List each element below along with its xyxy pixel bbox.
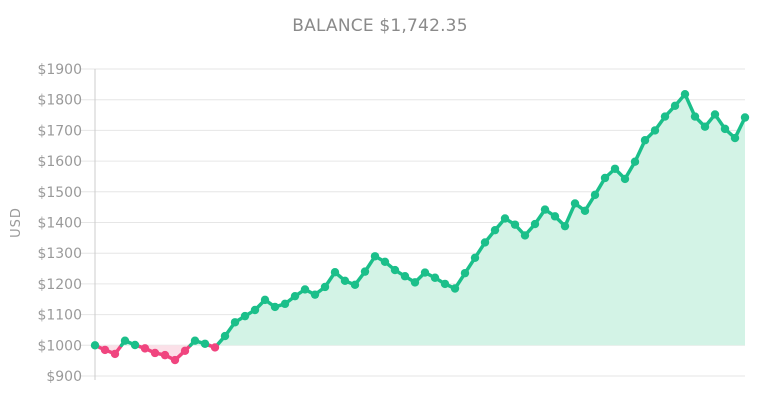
data-point — [660, 112, 670, 121]
data-point — [90, 341, 100, 350]
y-tick-label: $1300 — [37, 246, 82, 262]
data-point — [290, 291, 300, 301]
area-fill-above — [216, 94, 745, 346]
data-point — [650, 126, 660, 135]
y-tick-label: $1700 — [37, 123, 82, 139]
data-point — [240, 311, 250, 321]
data-point — [410, 278, 420, 287]
y-tick-label: $900 — [46, 369, 82, 385]
data-point — [280, 299, 290, 309]
data-point — [120, 336, 130, 345]
data-point — [440, 279, 450, 289]
data-point — [680, 89, 690, 99]
data-point — [500, 214, 510, 223]
data-point — [600, 173, 610, 183]
data-point — [400, 272, 410, 281]
data-point — [550, 212, 560, 221]
data-point — [150, 348, 160, 358]
data-point — [210, 343, 220, 352]
data-point — [580, 206, 590, 216]
data-point — [390, 265, 400, 275]
data-point — [710, 110, 720, 119]
data-point — [630, 157, 640, 166]
data-point — [230, 318, 240, 327]
data-point — [300, 285, 310, 294]
data-point — [160, 350, 170, 360]
data-point — [340, 276, 350, 286]
data-point — [380, 257, 390, 266]
data-point — [640, 136, 650, 145]
data-point — [310, 290, 320, 299]
series-line-below — [93, 343, 124, 356]
y-tick-label: $1400 — [37, 216, 82, 232]
y-tick-label: $1200 — [37, 277, 82, 293]
data-point — [200, 339, 210, 348]
data-point — [370, 252, 380, 261]
data-point — [350, 280, 360, 290]
data-point — [690, 112, 700, 121]
data-point — [510, 220, 520, 229]
data-point — [530, 219, 540, 229]
chart-title: BALANCE $1,742.35 — [292, 16, 468, 36]
data-point — [560, 221, 570, 231]
data-point — [110, 349, 120, 359]
y-tick-label: $1600 — [37, 154, 82, 170]
data-point — [460, 268, 470, 278]
data-point — [130, 340, 140, 350]
data-point — [260, 295, 270, 305]
data-point — [250, 305, 260, 315]
data-point — [320, 282, 330, 292]
data-point — [700, 122, 710, 131]
data-point — [540, 205, 550, 214]
data-point — [430, 273, 440, 282]
data-point — [620, 174, 630, 184]
data-point — [590, 190, 600, 200]
data-point — [490, 225, 500, 235]
data-point — [170, 355, 180, 365]
data-point — [180, 346, 190, 356]
y-tick-label: $1000 — [37, 338, 82, 354]
data-point — [520, 231, 530, 240]
data-point — [420, 268, 430, 277]
y-tick-label: $1100 — [37, 308, 82, 324]
data-point — [740, 113, 750, 122]
data-point — [360, 267, 370, 276]
data-point — [220, 331, 230, 341]
data-point — [720, 124, 730, 134]
data-point — [450, 284, 460, 293]
y-tick-label: $1800 — [37, 93, 82, 109]
y-tick-label: $1900 — [37, 62, 82, 78]
data-point — [190, 336, 200, 345]
data-point — [140, 344, 150, 353]
data-point — [480, 238, 490, 247]
data-point — [610, 164, 620, 173]
data-point — [670, 101, 680, 111]
y-axis-title: USD — [9, 207, 24, 238]
data-point — [730, 133, 740, 143]
data-point — [570, 199, 580, 208]
data-point — [330, 268, 340, 277]
data-point — [470, 253, 480, 263]
data-point — [100, 345, 110, 355]
data-point — [270, 302, 280, 312]
y-tick-label: $1500 — [37, 185, 82, 201]
